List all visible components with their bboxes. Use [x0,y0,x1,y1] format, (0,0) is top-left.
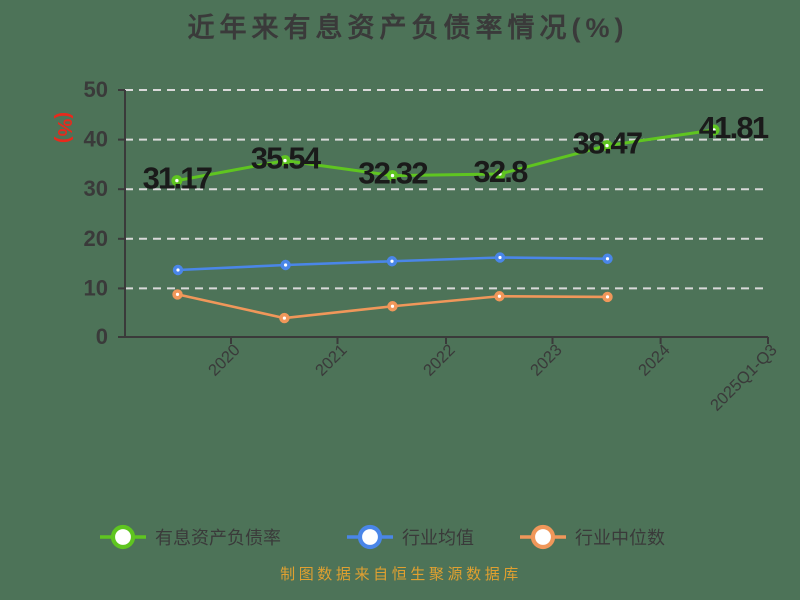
svg-text:10: 10 [84,275,108,300]
svg-text:50: 50 [84,77,108,102]
svg-text:30: 30 [84,176,108,201]
svg-text:行业均值: 行业均值 [402,528,474,548]
svg-text:38.47: 38.47 [573,126,642,161]
svg-text:有息资产负债率: 有息资产负债率 [155,528,281,548]
svg-text:40: 40 [84,127,108,152]
svg-text:20: 20 [84,226,108,251]
svg-text:行业中位数: 行业中位数 [575,528,665,548]
svg-text:35.54: 35.54 [251,141,322,176]
svg-text:41.81: 41.81 [699,110,769,145]
svg-text:32.8: 32.8 [473,154,528,189]
svg-text:32.32: 32.32 [358,156,427,191]
svg-text:0: 0 [96,324,108,349]
svg-text:制图数据来自恒生聚源数据库: 制图数据来自恒生聚源数据库 [280,566,522,583]
svg-text:31.17: 31.17 [143,161,212,196]
